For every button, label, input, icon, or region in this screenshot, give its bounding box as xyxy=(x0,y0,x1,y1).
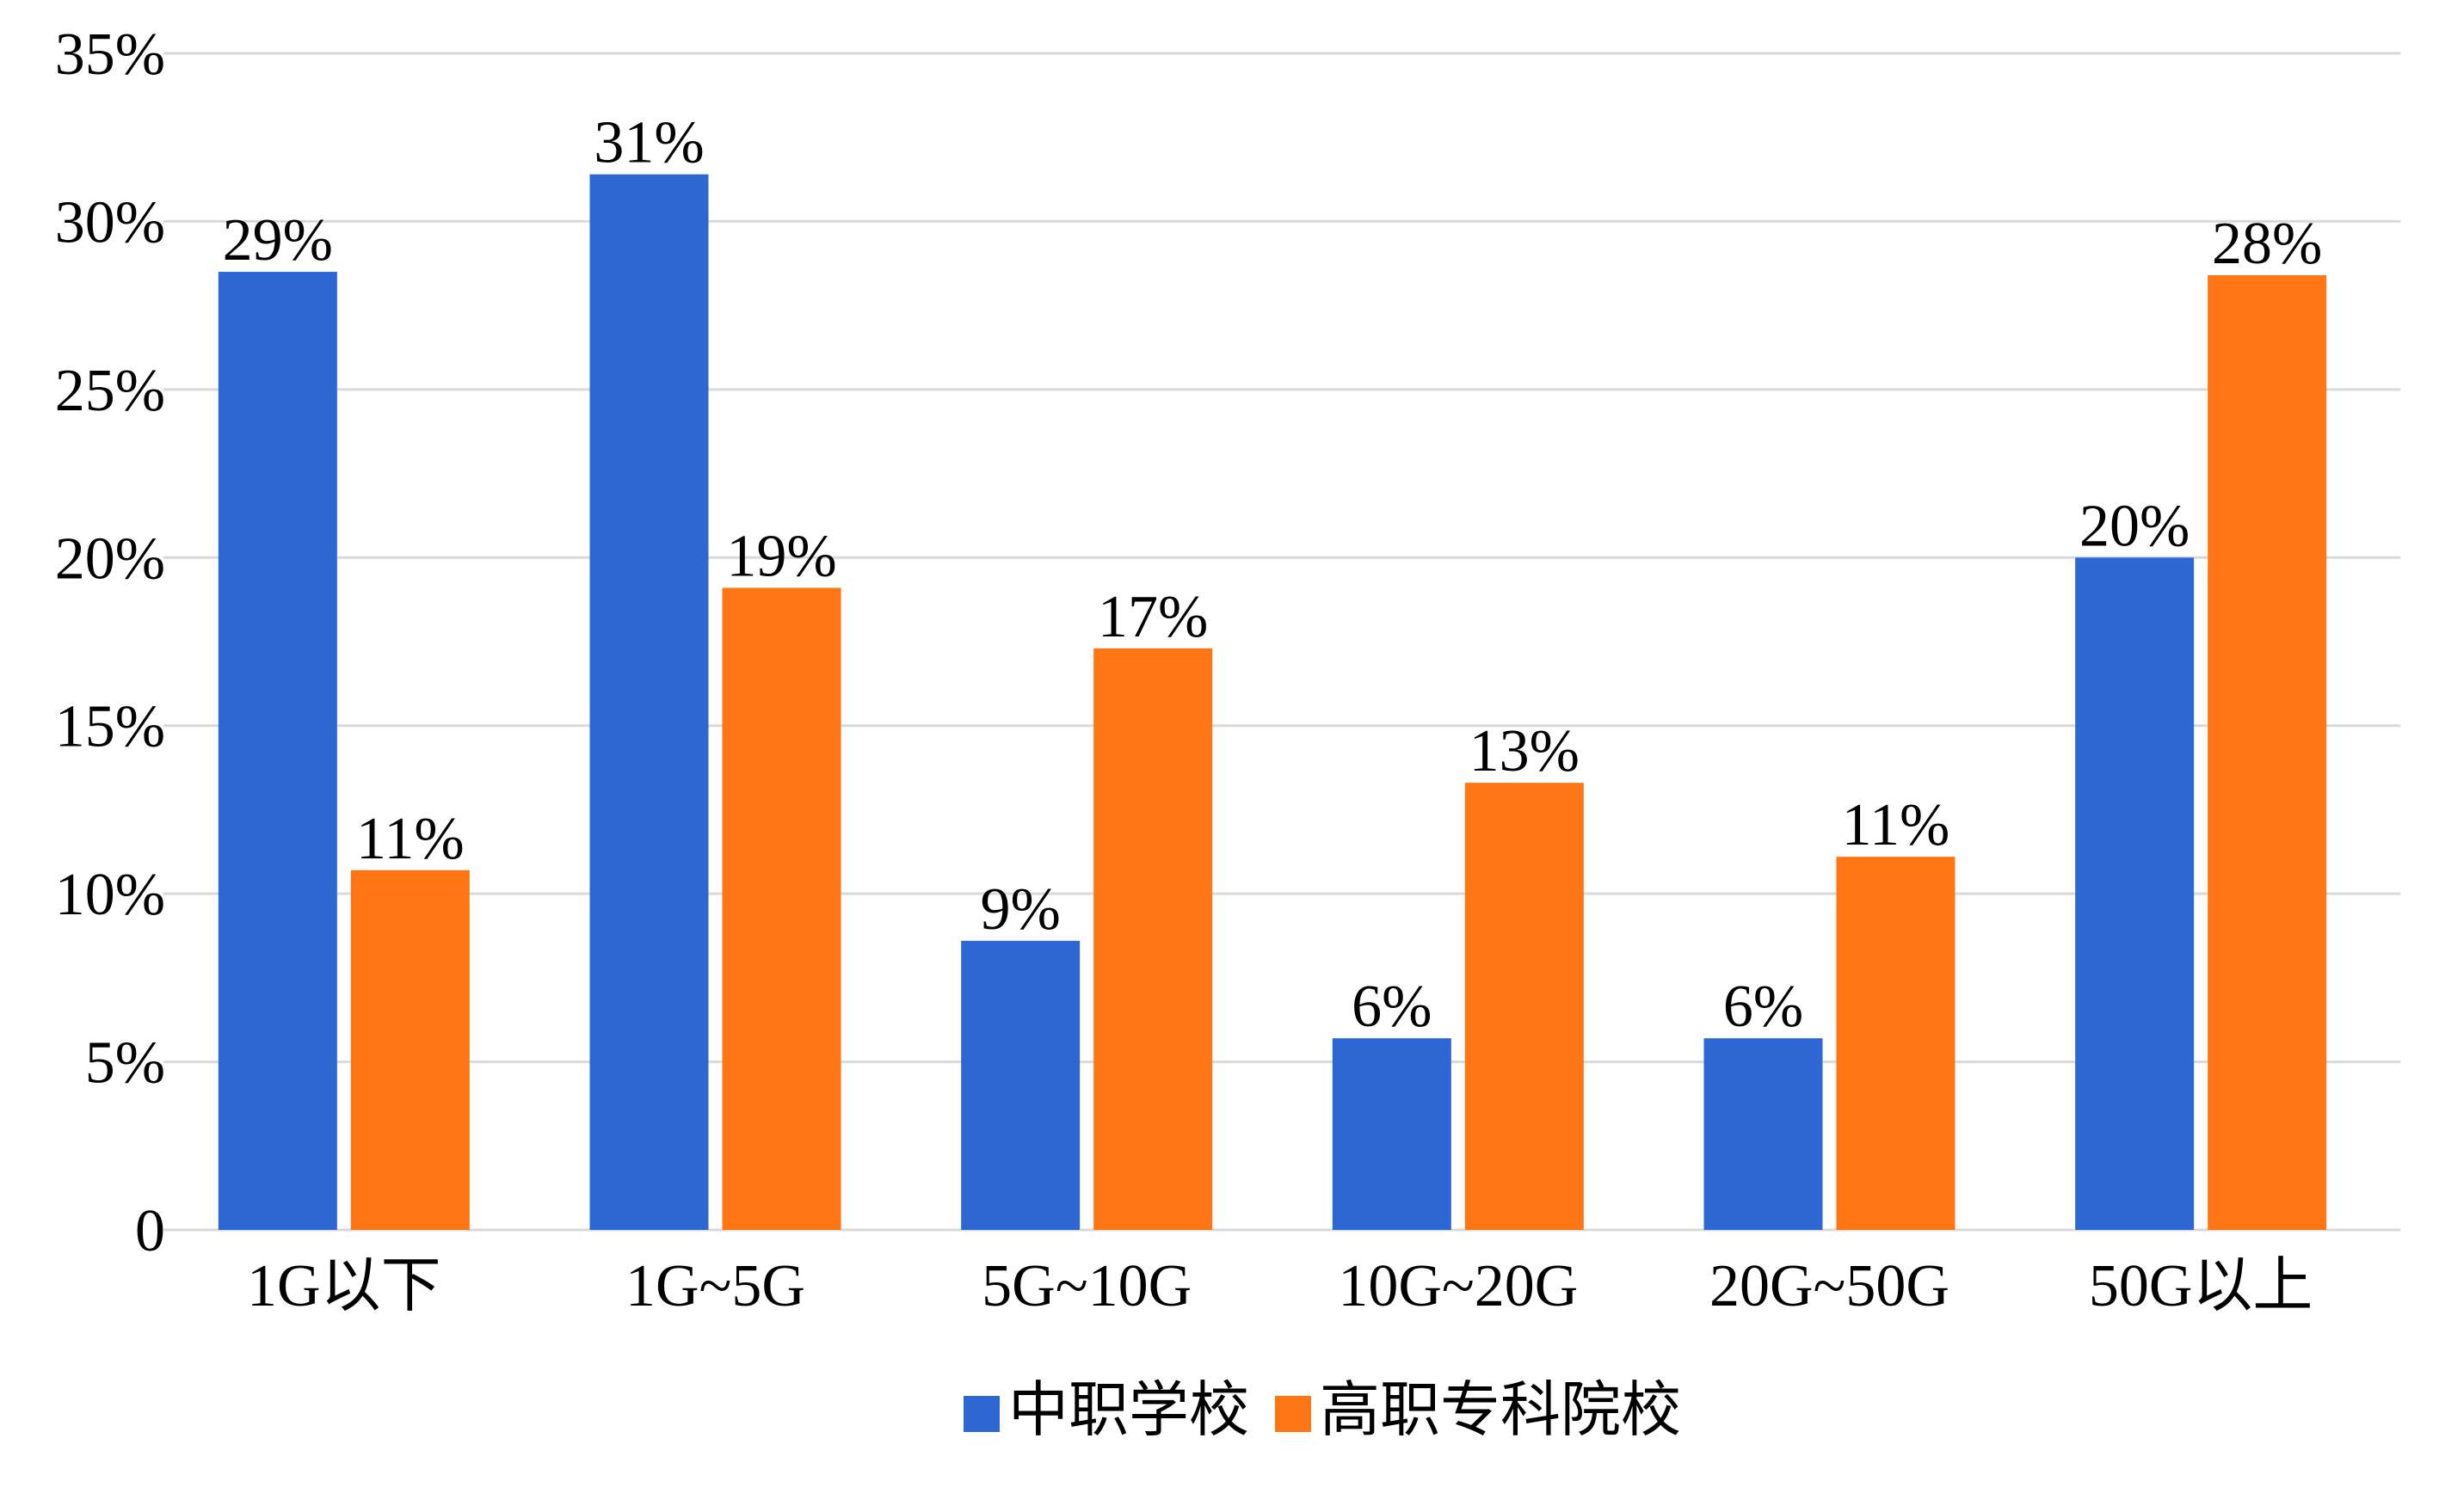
data-label: 6% xyxy=(1723,974,1803,1040)
y-tick-label: 0 xyxy=(135,1198,165,1264)
gridlines xyxy=(163,52,2400,1232)
legend-swatch xyxy=(964,1396,1000,1432)
x-axis-categories: 1G以下 1G~5G 5G~10G 10G~20G 20G~50G 50G以上 xyxy=(247,1253,2313,1319)
bar-higher-vocational xyxy=(1093,648,1213,1230)
x-category-label: 5G~10G xyxy=(982,1253,1192,1319)
bar-secondary-vocational xyxy=(961,940,1081,1230)
bar-secondary-vocational xyxy=(589,174,709,1230)
data-label: 28% xyxy=(2212,211,2322,277)
y-tick-label: 20% xyxy=(55,526,165,592)
x-category-label: 10G~20G xyxy=(1338,1253,1578,1319)
bar-secondary-vocational xyxy=(1332,1038,1451,1230)
y-axis-ticks: 0 5% 10% 15% 20% 25% 30% 35% xyxy=(55,22,165,1264)
bar-secondary-vocational xyxy=(2075,557,2195,1230)
x-category-label: 1G~5G xyxy=(625,1253,805,1319)
data-label: 29% xyxy=(223,207,333,274)
legend-label: 中职学校 xyxy=(1008,1378,1249,1444)
x-category-label: 1G以下 xyxy=(247,1253,441,1319)
legend-label: 高职专科院校 xyxy=(1320,1378,1681,1444)
bar-secondary-vocational xyxy=(1703,1038,1823,1230)
bar-higher-vocational xyxy=(1464,783,1584,1230)
bar-secondary-vocational xyxy=(218,272,337,1230)
data-label: 19% xyxy=(726,523,836,589)
data-label: 20% xyxy=(2079,493,2190,559)
legend: 中职学校 高职专科院校 xyxy=(964,1378,1681,1444)
y-tick-label: 35% xyxy=(55,22,165,88)
y-tick-label: 30% xyxy=(55,189,165,255)
data-label: 6% xyxy=(1352,974,1432,1040)
x-category-label: 20G~50G xyxy=(1709,1253,1949,1319)
bars xyxy=(218,174,2327,1231)
bar-higher-vocational xyxy=(722,587,841,1230)
data-label: 9% xyxy=(981,876,1061,943)
y-tick-label: 10% xyxy=(55,862,165,928)
x-category-label: 50G以上 xyxy=(2089,1253,2313,1319)
bar-higher-vocational xyxy=(350,870,470,1230)
data-labels: 29% 11% 31% 19% 9% 17% 6% 13% 6% 11% 20% 28% xyxy=(223,110,2323,1041)
bar-higher-vocational xyxy=(2208,274,2327,1231)
data-label: 13% xyxy=(1469,718,1580,784)
bar-higher-vocational xyxy=(1836,857,1956,1230)
y-tick-label: 15% xyxy=(55,694,165,760)
y-tick-label: 25% xyxy=(55,358,165,424)
y-tick-label: 5% xyxy=(85,1030,165,1097)
data-label: 31% xyxy=(594,110,704,176)
data-label: 11% xyxy=(356,806,465,872)
data-label: 17% xyxy=(1098,584,1208,650)
legend-swatch xyxy=(1275,1396,1311,1432)
data-label: 11% xyxy=(1842,792,1950,858)
